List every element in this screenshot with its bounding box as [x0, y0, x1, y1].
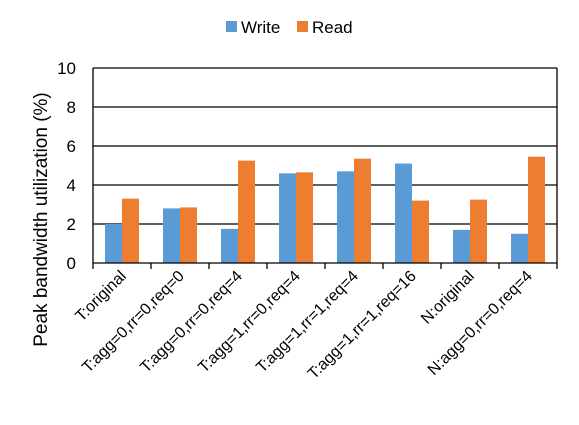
bar-write — [221, 228, 238, 263]
x-tick-label: T:agg=0,rr=0,req=4 — [137, 268, 246, 377]
x-tick-label: T:agg=1,rr=0,req=4 — [195, 268, 304, 377]
x-tick-label: T:agg=0,rr=0,req=0 — [79, 268, 188, 377]
x-tick-label: N:agg=0,rr=0,req=4 — [425, 268, 536, 379]
gridlines — [93, 67, 557, 225]
bar-write — [511, 233, 528, 263]
bar-read — [180, 207, 197, 263]
bar-write — [279, 173, 296, 263]
bar-read — [412, 200, 429, 263]
bar-read — [122, 198, 139, 263]
bar-read — [470, 199, 487, 263]
y-tick-label: 8 — [67, 98, 76, 117]
bars — [105, 156, 545, 263]
y-tick-label: 6 — [67, 137, 76, 156]
legend-swatch-read — [297, 21, 308, 32]
bar-read — [238, 160, 255, 263]
x-tick-label: T:agg=1,rr=1,req=4 — [253, 268, 362, 377]
legend-swatch-write — [226, 21, 237, 32]
bar-write — [395, 163, 412, 263]
bar-write — [163, 208, 180, 263]
x-tick-label: N:original — [418, 268, 478, 328]
y-tick-label: 2 — [67, 215, 76, 234]
legend-label-read: Read — [312, 18, 353, 37]
bar-write — [337, 171, 354, 263]
x-tick-label: T:original — [73, 268, 130, 325]
legend-label-write: Write — [241, 18, 280, 37]
bar-write — [105, 224, 122, 263]
bar-read — [354, 158, 371, 263]
bar-write — [453, 229, 470, 263]
bar-read — [528, 156, 545, 263]
axes — [92, 68, 558, 269]
y-tick-label: 0 — [67, 254, 76, 273]
bar-read — [296, 172, 313, 263]
y-tick-label: 10 — [57, 59, 76, 78]
y-tick-labels: 0 2 4 6 8 10 — [57, 59, 76, 273]
y-tick-label: 4 — [67, 176, 76, 195]
x-tick-label: T:agg=1,rr=1,req=16 — [305, 268, 420, 383]
x-tick-labels: T:originalT:agg=0,rr=0,req=0T:agg=0,rr=0… — [73, 268, 536, 383]
legend: Write Read — [226, 18, 353, 37]
y-axis-title: Peak bandwidth utilization (%) — [31, 92, 52, 347]
